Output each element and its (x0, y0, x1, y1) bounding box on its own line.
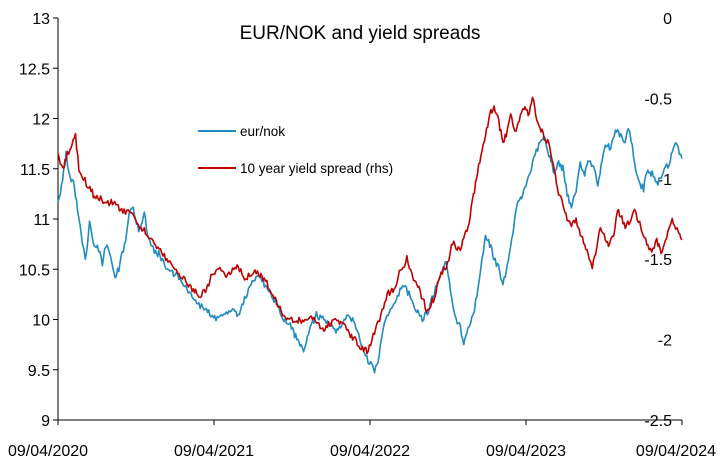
left-tick-label: 11.5 (20, 162, 50, 179)
x-tick-label: 09/04/2024 (636, 443, 716, 460)
series-layer (57, 96, 683, 374)
x-axis-ticks: 09/04/2020 09/04/2021 09/04/2022 09/04/2023… (8, 420, 716, 460)
left-tick-label: 9.5 (28, 363, 50, 380)
left-tick-label: 12 (32, 112, 50, 129)
legend-label-yield-spread: 10 year yield spread (rhs) (240, 161, 393, 176)
left-tick-label: 11 (33, 212, 50, 229)
x-tick-label: 09/04/2020 (8, 443, 88, 460)
series-line-yield-spread (57, 96, 683, 355)
legend-label-eur-nok: eur/nok (240, 124, 285, 139)
left-tick-label: 10 (32, 313, 50, 330)
left-tick-label: 9 (41, 413, 50, 430)
right-tick-label: -2.5 (644, 413, 672, 430)
right-tick-label: -1.5 (644, 252, 672, 269)
left-tick-label: 10.5 (19, 262, 50, 279)
series-line-eur-nok (57, 128, 683, 374)
right-tick-label: 0 (663, 11, 672, 28)
left-axis-ticks: 9 9.5 10 10.5 11 11.5 12 12.5 13 (19, 11, 58, 430)
right-tick-label: -1 (658, 172, 672, 189)
chart-title: EUR/NOK and yield spreads (240, 23, 481, 44)
x-tick-label: 09/04/2022 (330, 443, 410, 460)
left-tick-label: 12.5 (19, 61, 50, 78)
x-tick-label: 09/04/2023 (486, 443, 566, 460)
x-tick-label: 09/04/2021 (174, 443, 254, 460)
right-tick-label: -2 (658, 333, 672, 350)
legend: eur/nok 10 year yield spread (rhs) (198, 124, 393, 176)
right-tick-label: -0.5 (644, 91, 672, 108)
left-tick-label: 13 (32, 11, 50, 28)
